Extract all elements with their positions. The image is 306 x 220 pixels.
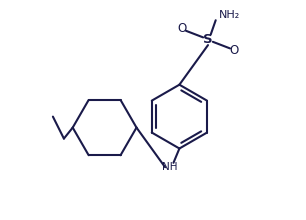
Text: O: O [230, 44, 239, 57]
Text: NH: NH [162, 162, 177, 172]
Text: O: O [177, 22, 186, 35]
Text: NH₂: NH₂ [219, 10, 240, 20]
Text: S: S [203, 33, 213, 46]
